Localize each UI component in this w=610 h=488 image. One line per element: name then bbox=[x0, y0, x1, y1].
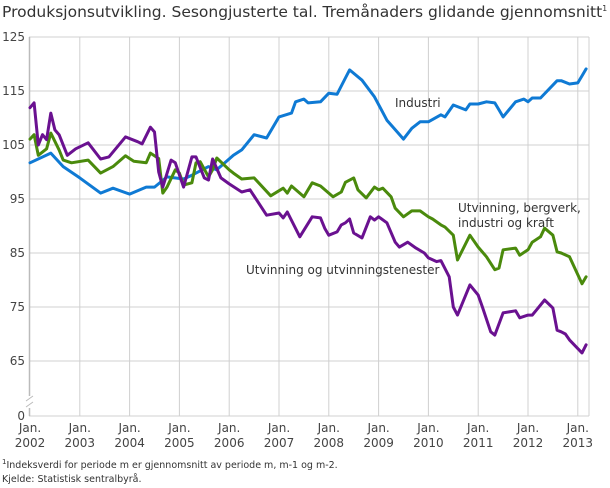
x-tick-label-year: 2004 bbox=[114, 436, 145, 450]
axis-break-mark bbox=[25, 395, 34, 402]
x-tick-label-year: 2003 bbox=[65, 436, 96, 450]
y-tick-label: 85 bbox=[10, 246, 25, 260]
gridlines bbox=[29, 36, 590, 417]
axis-break-gap bbox=[25, 396, 34, 408]
x-tick-label-month: Jan. bbox=[516, 421, 539, 435]
x-tick-label-month: Jan. bbox=[267, 421, 290, 435]
x-tick-label-month: Jan. bbox=[68, 421, 91, 435]
x-axis-ticks: Jan.2002Jan.2003Jan.2004Jan.2005Jan.2006… bbox=[15, 421, 593, 450]
y-tick-label: 105 bbox=[2, 138, 25, 152]
chart-title: Produksjonsutvikling. Sesongjusterte tal… bbox=[2, 3, 607, 21]
series-line-1 bbox=[28, 131, 588, 286]
x-tick-label-year: 2013 bbox=[563, 436, 594, 450]
x-tick-label-year: 2012 bbox=[513, 436, 544, 450]
series-label-bergverk-line1: Utvinning, bergverk, bbox=[458, 201, 581, 215]
y-axis bbox=[25, 37, 34, 416]
x-tick-label-year: 2006 bbox=[214, 436, 245, 450]
x-tick-label-year: 2010 bbox=[413, 436, 444, 450]
y-tick-label: 65 bbox=[10, 354, 25, 368]
x-tick-label-year: 2011 bbox=[463, 436, 494, 450]
series-label-industri: Industri bbox=[395, 96, 441, 110]
source-note: Kjelde: Statistisk sentralbyrå. bbox=[2, 474, 141, 485]
x-tick-label-year: 2008 bbox=[314, 436, 345, 450]
x-tick-label-month: Jan. bbox=[117, 421, 140, 435]
series-line-0 bbox=[28, 67, 588, 196]
x-tick-label-month: Jan. bbox=[466, 421, 489, 435]
axis-break-mark bbox=[25, 401, 34, 408]
y-tick-label: 115 bbox=[2, 84, 25, 98]
y-tick-label: 0 bbox=[17, 409, 25, 423]
x-tick-label-year: 2009 bbox=[363, 436, 394, 450]
y-tick-label: 95 bbox=[10, 192, 25, 206]
y-tick-label: 75 bbox=[10, 300, 25, 314]
x-tick-label-month: Jan. bbox=[18, 421, 41, 435]
y-tick-label: 125 bbox=[2, 30, 25, 44]
x-tick-label-year: 2005 bbox=[164, 436, 195, 450]
x-tick-label-month: Jan. bbox=[416, 421, 439, 435]
x-tick-label-month: Jan. bbox=[217, 421, 240, 435]
footnote: 1Indeksverdi for periode m er gjennomsni… bbox=[2, 458, 338, 471]
series-lines bbox=[28, 67, 588, 355]
x-tick-label-month: Jan. bbox=[317, 421, 340, 435]
x-tick-label-year: 2007 bbox=[264, 436, 295, 450]
series-line-2 bbox=[28, 101, 588, 355]
x-tick-label-month: Jan. bbox=[566, 421, 589, 435]
series-label-utvinning: Utvinning og utvinningstenester bbox=[246, 263, 439, 277]
series-label-bergverk-line2: industri og kraft bbox=[458, 216, 554, 230]
x-tick-label-year: 2002 bbox=[15, 436, 46, 450]
y-axis-ticks: 0 65 75 85 95 105 115 125 bbox=[2, 30, 25, 423]
x-tick-label-month: Jan. bbox=[366, 421, 389, 435]
x-tick-label-month: Jan. bbox=[167, 421, 190, 435]
